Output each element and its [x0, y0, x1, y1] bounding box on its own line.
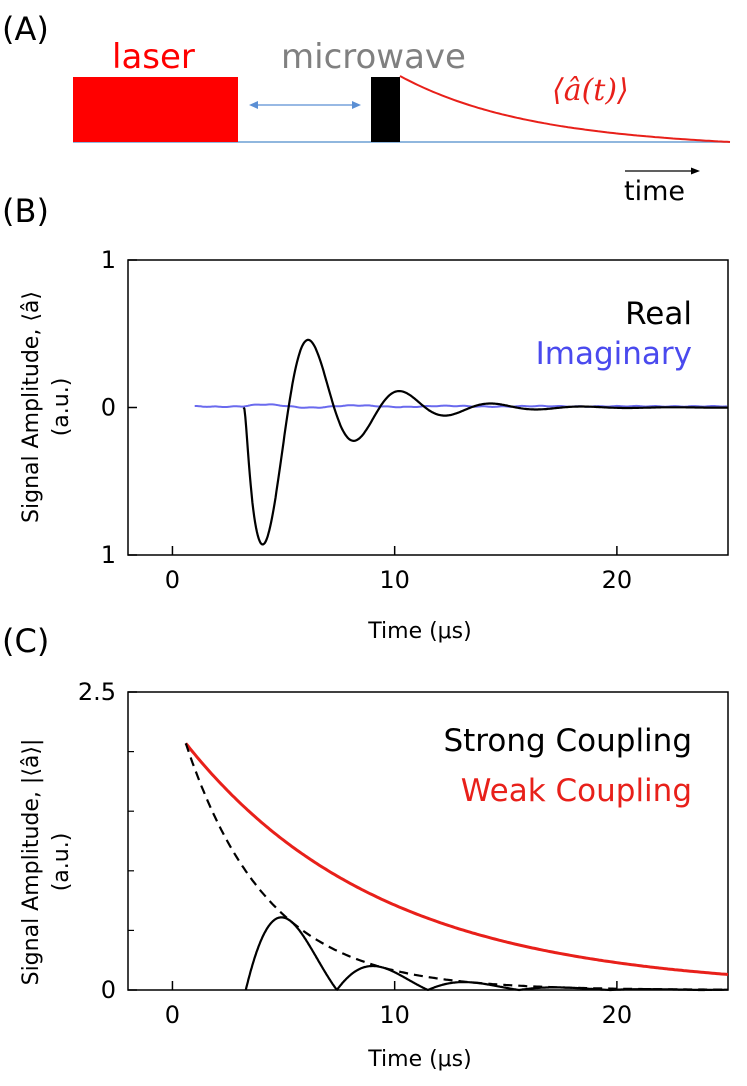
microwave-label: microwave: [281, 37, 466, 77]
panel-a-label: (A): [2, 10, 49, 48]
imaginary-series: [194, 403, 727, 409]
legend-strong-coupling: Strong Coupling: [443, 723, 692, 759]
signal-decay-curve: [399, 75, 731, 143]
x-tick-label: 10: [379, 566, 410, 594]
plot-b-ylabel-unit: (a.u.): [49, 378, 74, 437]
panel-c: (C) 0 10 20 0 2.5 Strong Coupling Weak Coupl…: [2, 622, 729, 1072]
time-label: time: [624, 176, 685, 207]
y-tick-label: 2.5: [78, 678, 116, 706]
y-tick-label: 0: [101, 394, 116, 422]
time-arrowhead: [691, 167, 700, 175]
plot-c: 0 10 20 0 2.5: [78, 678, 729, 1029]
legend-real: Real: [625, 296, 692, 332]
signal-label: ⟨â(t)⟩: [552, 73, 629, 108]
x-tick-label: 20: [602, 1001, 633, 1029]
x-tick-label: 0: [165, 566, 180, 594]
plot-c-ticks: 0 10 20 0 2.5: [78, 678, 632, 1029]
legend-weak-coupling: Weak Coupling: [461, 773, 692, 809]
x-tick-label: 0: [165, 1001, 180, 1029]
microwave-pulse: [371, 77, 400, 142]
panel-c-label: (C): [2, 622, 49, 660]
weak-coupling-series: [184, 742, 729, 976]
panel-b-label: (B): [2, 192, 49, 230]
laser-pulse: [73, 77, 238, 142]
strong-coupling-envelope: [184, 742, 726, 991]
real-series: [242, 338, 728, 546]
y-tick-label: 1: [101, 541, 116, 569]
x-tick-label: 10: [379, 1001, 410, 1029]
laser-label: laser: [112, 37, 195, 77]
plot-b-ylabel: Signal Amplitude, ⟨â⟩: [19, 291, 44, 523]
delay-arrowhead-right: [352, 101, 361, 109]
legend-imaginary: Imaginary: [536, 336, 692, 372]
y-tick-label: 1: [101, 246, 116, 274]
y-tick-label: 0: [101, 976, 116, 1004]
panel-a: (A) laser microwave ⟨â(t)⟩ time: [2, 10, 731, 207]
x-tick-label: 20: [602, 566, 633, 594]
plot-c-ylabel: Signal Amplitude, |⟨â⟩|: [19, 739, 44, 986]
plot-c-ylabel-unit: (a.u.): [49, 833, 74, 892]
delay-arrowhead-left: [249, 101, 258, 109]
strong-coupling-series: [244, 916, 728, 992]
plot-c-xlabel: Time (μs): [367, 1047, 471, 1072]
plot-b-xlabel: Time (μs): [367, 619, 471, 644]
